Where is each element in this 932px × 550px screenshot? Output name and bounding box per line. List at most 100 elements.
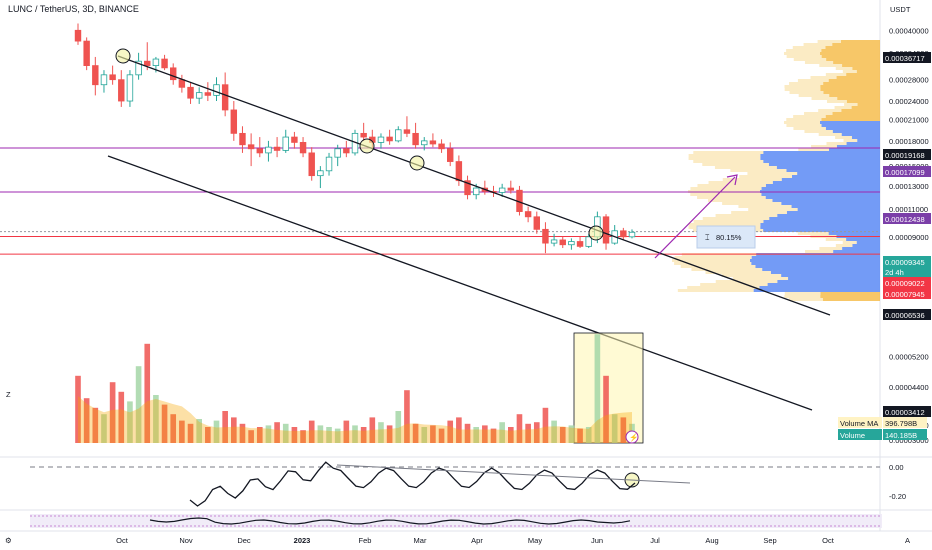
volume-profile-bar [797,172,880,175]
volume-profile-bar [832,130,880,133]
volume-profile-bar [797,232,829,235]
candle-body [126,74,134,102]
time-axis-tick: Feb [359,536,372,545]
volume-profile-bar [829,94,880,97]
time-axis-tick: May [528,536,542,545]
price-axis-tick: 0.00028000 [889,76,929,85]
volume-profile-bar [821,49,880,52]
volume-bar [603,375,609,443]
alert-icon-glyph: ⚡ [629,433,638,442]
candle-body [256,148,263,154]
candle-body [585,236,592,247]
price-axis-tick: 0.00005200 [889,352,929,361]
volume-profile-bar [820,85,880,88]
volume-bar [378,422,384,443]
volume-profile-bar [772,199,880,202]
volume-bar [594,334,601,443]
volume-profile-bar [784,52,821,55]
zoom-button[interactable]: Z [6,390,11,399]
volume-bar [533,422,540,443]
volume-profile-bar [708,181,773,184]
candle-body [74,29,82,42]
volume-profile-bar [842,241,857,244]
volume-profile-bar [747,172,798,175]
volume-profile-bar [833,61,880,64]
volume-bar [464,423,471,443]
candle-body [92,65,99,86]
bottom-indicator-band [30,514,882,528]
volume-profile-bar [841,133,880,136]
volume-bar [507,427,514,443]
volume-profile-bar [690,187,762,190]
volume-profile-bar [755,265,880,268]
price-tag-label: 0.00017099 [885,168,925,177]
countdown-tag [883,267,931,277]
volume-profile-bar [834,106,852,109]
touch-point-marker [588,225,604,241]
volume-profile-bar [810,76,837,79]
volume-profile-bar [730,169,787,172]
price-axis-tick: 0.00018000 [889,137,929,146]
volume-profile-bar [786,118,822,121]
volume-profile-bar [687,286,760,289]
price-tag-label: 0.00036717 [885,54,925,63]
candle-body [429,140,437,145]
volume-profile-bar [856,241,880,244]
volume-bar [386,425,393,443]
volume-profile-bar [841,40,880,43]
candle-body [195,92,203,99]
candle-body [204,92,212,96]
candle-body [178,79,186,88]
price-tag [883,256,931,267]
time-axis-tick: 2023 [294,536,311,545]
volume-profile-bar [748,208,798,211]
volume-bar [360,427,367,443]
candle-body [213,84,220,96]
volume-profile-bar [786,211,880,214]
volume-legend-label: Volume [840,431,865,440]
volume-bar [317,425,324,443]
volume-bar [395,411,402,443]
volume-profile-bar [700,283,768,286]
price-axis-tick: 0.00003000 [889,436,929,445]
volume-profile-bar [797,79,829,82]
candle-body [360,132,367,138]
auto-scale-button[interactable]: A [905,536,910,545]
volume-profile-bar [820,88,880,91]
candle-body [265,146,272,154]
volume-profile-bar [784,88,821,91]
candle-body [247,144,255,150]
axis-currency: USDT [890,5,911,14]
chart-title: LUNC / TetherUS, 3D, BINANCE [8,4,139,14]
oscillator-axis-tick: 0.00 [889,463,904,472]
price-axis-tick: 0.00004400 [889,383,929,392]
volume-profile-bar [680,265,756,268]
price-tag [883,149,931,160]
volume-profile-bar [825,238,847,241]
volume-bar [205,427,211,443]
volume-profile-bar [674,256,752,259]
volume-profile-bar [832,112,880,115]
volume-bar [248,430,254,443]
volume-profile-bar [715,280,778,283]
volume-bar [369,417,376,443]
price-tag [883,277,931,288]
candle-body [343,148,350,154]
volume-profile-bar [835,244,853,247]
candle-body [533,216,540,230]
volume-profile-bar [776,166,880,169]
volume-profile-bar [786,124,822,127]
price-tag [883,309,931,320]
volume-profile-bar [835,67,853,70]
volume-bar [516,414,523,443]
volume-profile-bar [688,154,761,157]
settings-icon: ⚙ [5,536,12,545]
candle-body [620,230,627,238]
volume-bar [300,430,306,443]
volume-profile-bar [781,274,880,277]
volume-bar [274,422,280,443]
volume-profile-bar [798,148,829,151]
volume-profile-bar [760,223,880,226]
measure-icon: ⌶ [705,233,710,242]
